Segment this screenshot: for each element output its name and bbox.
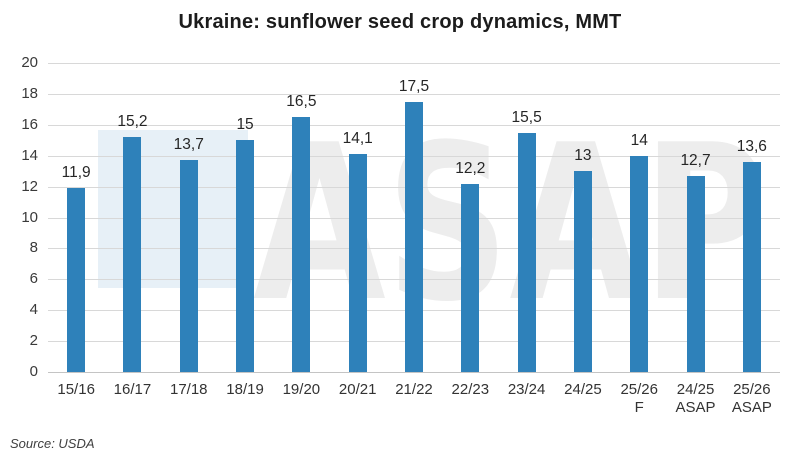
bar-value-label: 13,7 [173,136,204,154]
bar-25-26-ASAP [742,161,761,372]
x-axis-line [48,372,780,373]
x-axis-category-label: 24/25 [564,381,602,398]
gridline [48,63,780,64]
x-axis-category-label: 15/16 [57,381,95,398]
y-axis-tick-label: 12 [21,177,38,195]
x-axis-category-label: 19/20 [282,381,321,398]
bar-value-label: 16,5 [286,93,317,111]
bar-value-label: 13 [574,147,592,165]
y-axis-tick-label: 14 [21,146,38,164]
bar-value-label: 15,5 [511,108,542,126]
bar-19-20 [292,117,311,372]
chart-title: Ukraine: sunflower seed crop dynamics, M… [178,11,622,33]
y-axis-tick-label: 8 [29,239,38,257]
x-axis-category-label: 16/17 [113,381,152,398]
y-axis-tick-label: 20 [21,54,38,71]
bar-value-label: 17,5 [398,77,430,95]
gridline [48,93,780,95]
y-axis-tick-label: 6 [29,270,38,288]
source-note: Source: USDA [10,436,95,451]
x-axis-category-label: 23/24 [507,381,546,398]
bar-25-26-F [630,155,649,372]
y-axis-tick-label: 4 [29,301,38,319]
x-axis-category-label: 25/26 ASAP [731,381,772,416]
x-axis-category-label: 22/23 [451,381,490,398]
bar-value-label: 11,9 [61,164,91,182]
y-axis-tick-label: 16 [21,115,38,133]
bar-21-22 [405,101,423,372]
bar-value-label: 13,6 [736,137,767,155]
bar-value-label: 15,2 [117,113,148,131]
x-axis-category-label: 17/18 [169,381,208,398]
x-axis-category-label: 25/26 F [620,381,658,416]
x-axis-category-label: 21/22 [395,381,433,398]
x-axis-category-label: 24/25 ASAP [675,381,716,416]
bar-22-23 [461,183,480,372]
bar-value-label: 14,1 [342,130,373,148]
y-axis-tick-label: 10 [21,208,38,226]
bar-value-label: 12,2 [455,159,486,177]
bar-24-25 [573,171,592,372]
bar-value-label: 15 [236,116,254,134]
y-axis-tick-label: 0 [29,363,38,380]
y-axis-tick-label: 2 [29,332,38,350]
bar-16-17 [123,137,142,372]
x-axis-category-label: 20/21 [338,381,377,398]
y-axis-tick-label: 18 [21,84,38,102]
bar-value-label: 12,7 [680,151,711,169]
bar-15-16 [67,188,86,372]
bar-18-19 [236,140,255,372]
bar-value-label: 14 [630,131,648,149]
bar-17-18 [179,160,198,372]
bar-24-25-ASAP [686,175,705,372]
bar-20-21 [348,154,367,372]
bar-23-24 [517,132,536,372]
x-axis-category-label: 18/19 [226,381,264,398]
